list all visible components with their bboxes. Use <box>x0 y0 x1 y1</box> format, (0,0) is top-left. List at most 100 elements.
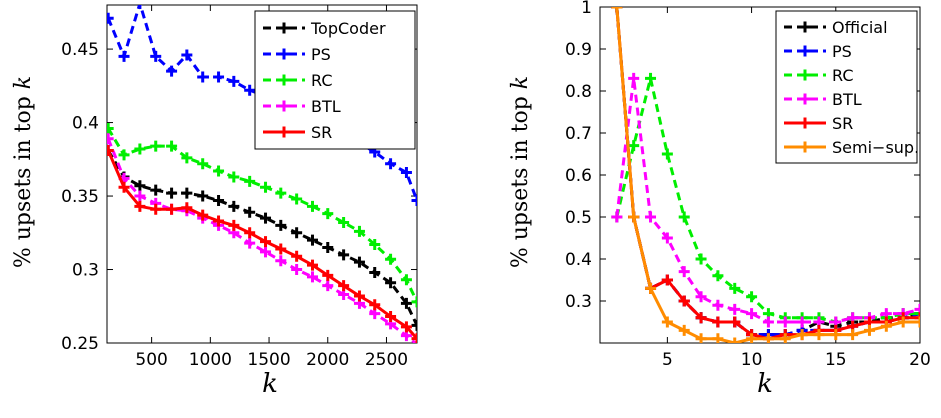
data-point <box>213 71 225 83</box>
data-point <box>385 253 397 265</box>
legend-marker <box>799 117 811 129</box>
data-point <box>275 187 287 199</box>
data-point <box>400 297 412 309</box>
data-point <box>369 299 381 311</box>
data-point <box>746 333 758 343</box>
data-point <box>400 167 412 179</box>
data-point <box>134 200 146 212</box>
data-point <box>134 190 146 202</box>
data-point <box>914 316 920 328</box>
data-point <box>385 158 397 170</box>
data-point <box>213 165 225 177</box>
data-point <box>796 316 808 328</box>
chart-panel-1: 500 1000 1500 2000 2500 0.25 0.3 0.35 0.4 0.45 Top… <box>11 4 418 399</box>
data-point <box>306 271 318 283</box>
data-point <box>369 239 381 251</box>
data-point <box>118 50 130 62</box>
data-point <box>275 255 287 267</box>
data-point <box>645 211 657 223</box>
data-point <box>400 321 412 333</box>
data-point <box>897 316 909 328</box>
y-tick-label: 0.35 <box>61 187 99 207</box>
data-point <box>353 256 365 268</box>
legend-label: SR <box>832 114 853 133</box>
data-point <box>260 246 272 258</box>
data-point <box>645 72 657 84</box>
data-point <box>338 249 350 261</box>
data-point <box>291 193 303 205</box>
data-point <box>729 316 741 328</box>
data-point <box>197 209 209 221</box>
data-point <box>695 312 707 324</box>
x-tick-label: 20 <box>909 350 931 370</box>
data-point <box>166 203 178 215</box>
data-point <box>729 303 741 315</box>
data-point <box>291 264 303 276</box>
y-tick-label: 0.25 <box>61 334 99 354</box>
data-point <box>762 316 774 328</box>
data-point <box>628 211 640 223</box>
data-point <box>107 133 114 145</box>
data-point <box>213 215 225 227</box>
y-axis-label: % upsets in top k <box>11 76 36 268</box>
data-point <box>353 290 365 302</box>
data-point <box>107 144 114 156</box>
data-point <box>411 194 417 206</box>
x-tick-label: 10 <box>741 350 763 370</box>
data-point <box>197 71 209 83</box>
legend-marker <box>799 141 811 153</box>
data-point <box>661 316 673 328</box>
data-point <box>181 202 193 214</box>
data-point <box>181 152 193 164</box>
data-point <box>914 303 920 315</box>
data-point <box>228 75 240 87</box>
data-point <box>779 316 791 328</box>
y-tick-label: 0.6 <box>565 166 592 186</box>
legend-marker <box>799 21 811 33</box>
series-group <box>107 5 417 343</box>
data-point <box>830 329 842 341</box>
data-point <box>150 50 162 62</box>
data-point <box>695 291 707 303</box>
legend-marker <box>278 74 290 86</box>
data-point <box>369 266 381 278</box>
data-point <box>181 49 193 61</box>
x-tick-label: 5 <box>662 350 673 370</box>
data-point <box>678 295 690 307</box>
y-tick-label: 0.3 <box>72 261 99 281</box>
data-point <box>118 149 130 161</box>
legend-marker <box>278 100 290 112</box>
y-tick-label: 0.7 <box>565 124 592 144</box>
legend-label: Semi−sup. <box>832 138 919 157</box>
data-point <box>228 219 240 231</box>
y-tick-label: 0.4 <box>72 114 99 134</box>
data-point <box>411 319 417 331</box>
data-point <box>166 187 178 199</box>
data-point <box>353 225 365 237</box>
y-tick-label: 0.9 <box>565 40 592 60</box>
legend-label: TopCoder <box>310 19 386 38</box>
data-point <box>880 320 892 332</box>
y-tick-label: 0.5 <box>565 208 592 228</box>
legend-label: RC <box>832 66 854 85</box>
data-point <box>712 316 724 328</box>
x-axis-label: k <box>262 369 278 399</box>
data-point <box>661 148 673 160</box>
legend-label: Official <box>832 18 888 37</box>
data-point <box>291 227 303 239</box>
data-point <box>712 299 724 311</box>
data-point <box>322 269 334 281</box>
data-point <box>411 296 417 308</box>
data-point <box>813 329 825 341</box>
legend-label: SR <box>311 123 332 142</box>
x-axis-label: k <box>757 369 773 399</box>
data-point <box>322 241 334 253</box>
series-group <box>611 7 920 343</box>
x-tick-label: 2000 <box>306 350 349 370</box>
data-point <box>645 282 657 294</box>
legend-box <box>775 10 918 164</box>
data-point <box>244 206 256 218</box>
data-point <box>863 324 875 336</box>
data-point <box>275 219 287 231</box>
